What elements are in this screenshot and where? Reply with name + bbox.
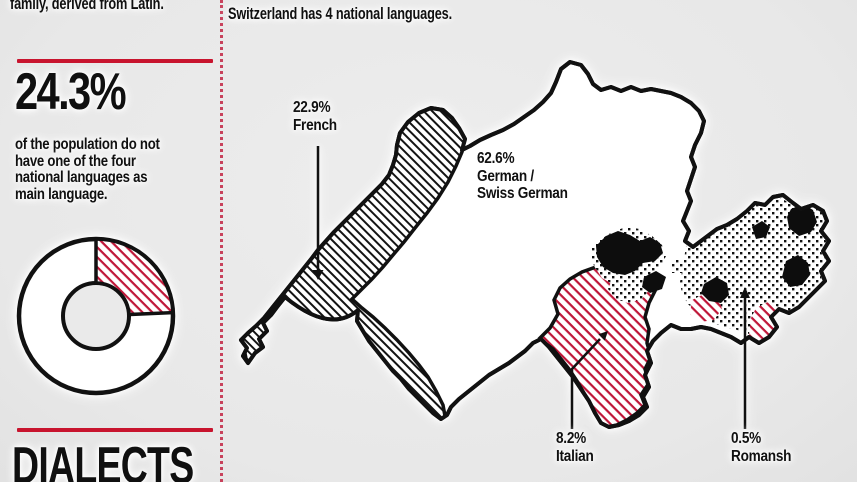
stat-description-line: main language. [15, 185, 108, 203]
red-rule-top [17, 59, 213, 63]
arrowhead-romansh [740, 287, 750, 298]
label-italian-name: Italian [556, 447, 594, 465]
red-rule-bottom [17, 428, 213, 432]
label-german-name2: Swiss German [477, 185, 568, 202]
map-black-blob [752, 221, 770, 239]
label-pointers [316, 146, 747, 429]
label-romansh: 0.5% Romansh [731, 430, 802, 465]
section-title-dialects: DIALECTS [12, 437, 194, 482]
romansh-dot-cluster [672, 260, 685, 273]
label-romansh-percent: 0.5% [731, 430, 761, 447]
arrowhead-french [312, 270, 324, 280]
stat-description-line: of the population do not [15, 136, 160, 153]
romansh-dot-cluster [700, 250, 710, 260]
stat-description-line: national languages as [15, 169, 148, 186]
label-italian-percent: 8.2% [556, 430, 586, 447]
arrowhead-italian [598, 331, 608, 341]
label-german-percent: 62.6% [477, 150, 515, 167]
region-italian-graubuenden [749, 301, 780, 345]
map-black-blob [782, 255, 810, 287]
donut-slice-24-3 [94, 237, 175, 317]
pointer-italian [570, 338, 601, 429]
label-romansh-name: Romansh [731, 447, 792, 465]
dotted-divider [220, 0, 223, 482]
label-french: 22.9% French [293, 99, 345, 134]
map-black-blob [596, 231, 663, 275]
stat-value: 24.3% [15, 63, 127, 121]
label-german-name: German / [477, 167, 534, 185]
label-french-percent: 22.9% [293, 99, 331, 116]
map-headline: Switzerland has 4 national languages. [228, 4, 453, 23]
stat-description-line: have one of the four [15, 152, 136, 170]
label-french-name: French [293, 116, 337, 134]
label-german: 62.6% German / Swiss German [477, 150, 584, 203]
map-black-blob [787, 204, 817, 236]
stat-description: of the population do not have one of the… [15, 136, 160, 203]
map-black-blob [642, 271, 666, 293]
region-romansh-dotted-small [608, 273, 650, 303]
intro-text-fragment: family, derived from Latin. [10, 0, 164, 13]
donut-chart [16, 236, 176, 396]
label-italian: 8.2% Italian [556, 430, 600, 465]
map-black-blob [701, 277, 729, 303]
